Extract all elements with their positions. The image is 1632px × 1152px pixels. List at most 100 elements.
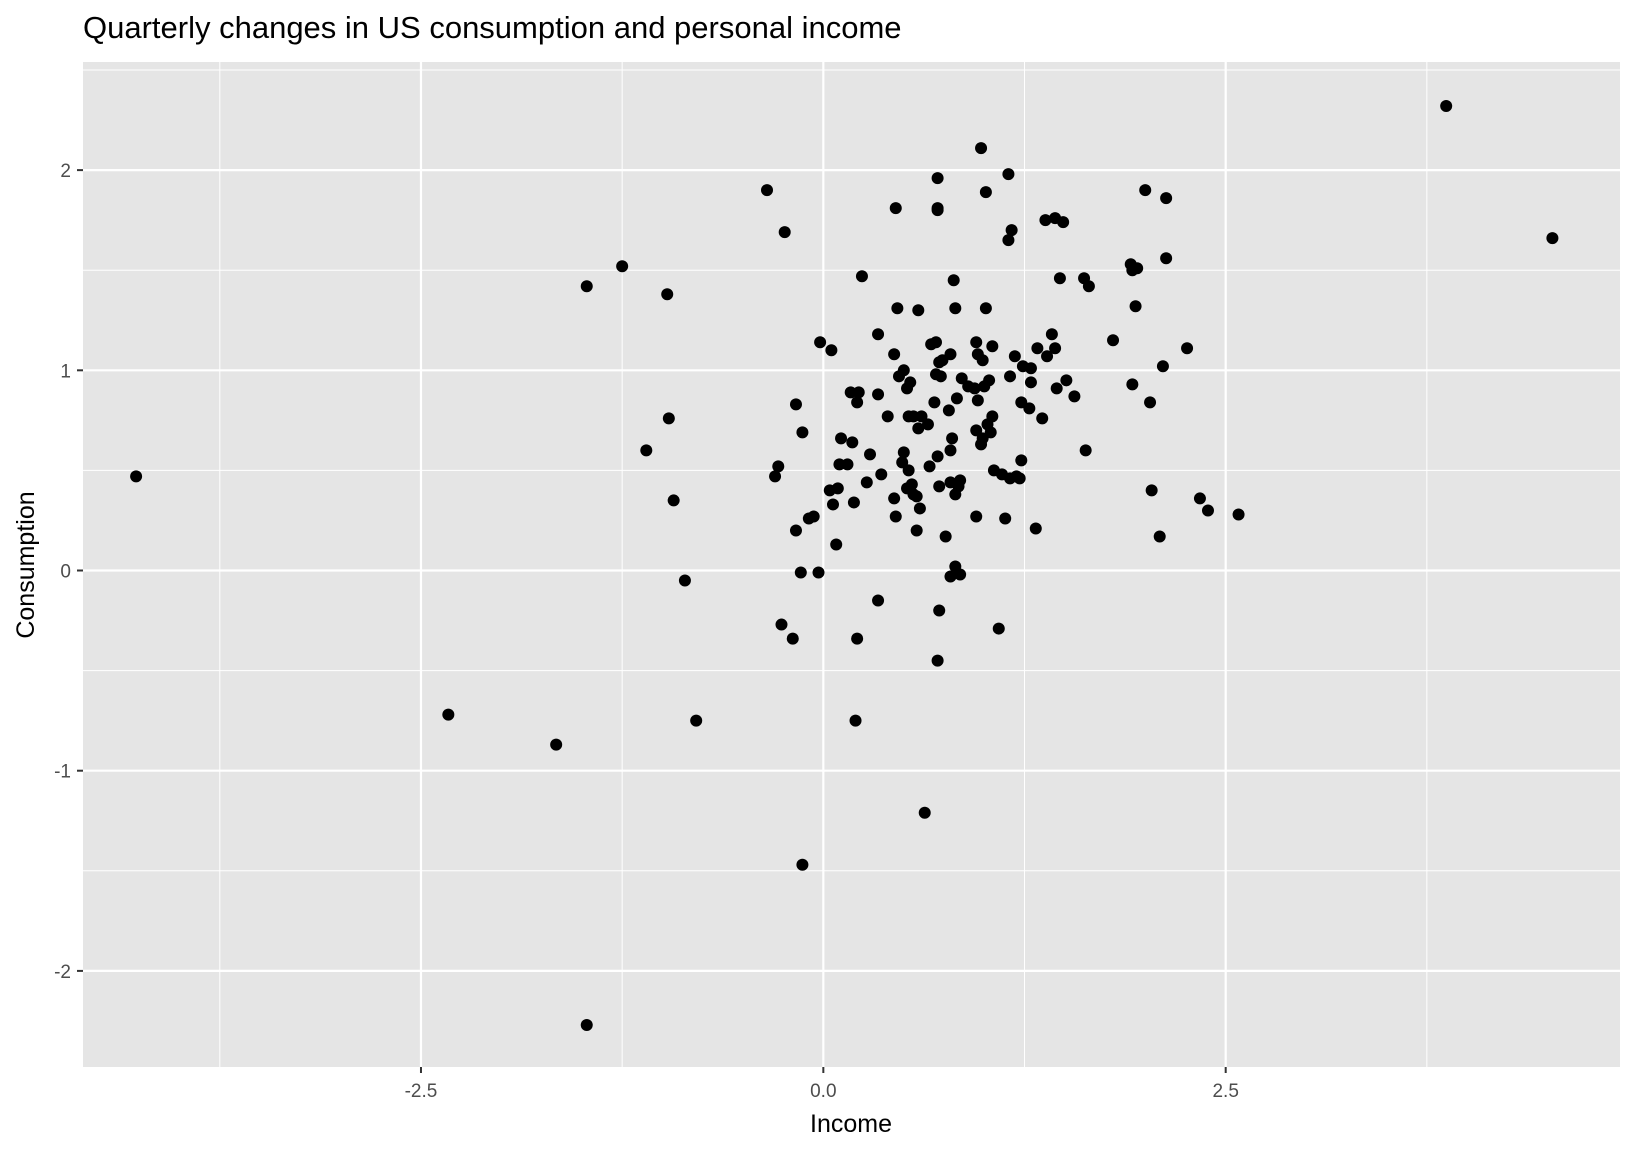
data-point <box>942 404 955 417</box>
data-point <box>1193 492 1206 505</box>
data-point <box>1024 376 1037 389</box>
data-point <box>667 494 680 507</box>
data-point <box>992 622 1005 635</box>
data-point <box>891 302 904 315</box>
data-point <box>1126 378 1139 391</box>
data-point <box>761 184 774 197</box>
data-point <box>814 336 827 349</box>
data-point <box>929 336 942 349</box>
x-tick-label: 2.5 <box>1212 1081 1238 1102</box>
data-point <box>1045 328 1058 341</box>
data-point <box>1013 472 1026 485</box>
data-point <box>796 426 809 439</box>
data-point <box>661 288 674 301</box>
data-point <box>983 374 996 387</box>
data-point <box>1024 362 1037 375</box>
data-point <box>678 574 691 587</box>
data-point <box>872 388 885 401</box>
data-point <box>772 460 785 473</box>
y-axis-title: Consumption <box>12 491 40 638</box>
data-point <box>987 464 1000 477</box>
data-point <box>807 510 820 523</box>
data-point <box>831 482 844 495</box>
data-point <box>1041 350 1054 363</box>
data-point <box>1031 342 1044 355</box>
data-point <box>944 348 957 361</box>
data-point <box>1029 522 1042 535</box>
data-point <box>929 368 942 381</box>
data-point <box>923 460 936 473</box>
data-point <box>944 570 957 583</box>
data-point <box>841 458 854 471</box>
data-point <box>954 474 967 487</box>
data-point <box>1053 272 1066 285</box>
data-point <box>1440 100 1453 113</box>
data-point <box>918 806 931 819</box>
data-point <box>975 142 988 155</box>
data-point <box>931 172 944 185</box>
data-point <box>1201 504 1214 517</box>
data-point <box>1232 508 1245 521</box>
data-point <box>825 344 838 357</box>
data-point <box>872 594 885 607</box>
data-point <box>1131 262 1144 275</box>
data-point <box>550 738 563 751</box>
data-point <box>954 568 967 581</box>
data-point <box>789 524 802 537</box>
y-tick-label: 1 <box>60 361 71 382</box>
data-point <box>928 396 941 409</box>
data-point <box>872 328 885 341</box>
data-point <box>1082 280 1095 293</box>
data-point <box>794 566 807 579</box>
data-point <box>852 386 865 399</box>
data-point <box>130 470 143 483</box>
data-point <box>905 478 918 491</box>
data-point <box>775 618 788 631</box>
data-point <box>1015 454 1028 467</box>
data-point <box>889 202 902 215</box>
data-point <box>1145 484 1158 497</box>
data-point <box>1002 168 1015 181</box>
data-point <box>1050 382 1063 395</box>
data-point <box>986 410 999 423</box>
grid-lines <box>83 62 1620 1067</box>
data-point <box>864 448 877 461</box>
data-point <box>955 372 968 385</box>
data-point <box>616 260 629 273</box>
y-tick-label: -2 <box>54 962 71 983</box>
data-point <box>769 470 782 483</box>
data-point <box>1160 252 1173 265</box>
data-point <box>944 444 957 457</box>
data-point <box>1139 184 1152 197</box>
data-point <box>897 364 910 377</box>
data-point <box>999 512 1012 525</box>
data-point <box>789 398 802 411</box>
data-point <box>979 302 992 315</box>
data-point <box>1144 396 1157 409</box>
data-point <box>778 226 791 239</box>
data-point <box>812 566 825 579</box>
data-point <box>968 382 981 395</box>
data-point <box>851 632 864 645</box>
data-point <box>949 302 962 315</box>
data-point <box>580 280 593 293</box>
data-point <box>855 270 868 283</box>
data-point <box>933 480 946 493</box>
data-point <box>1129 300 1142 313</box>
data-point <box>1023 402 1036 415</box>
data-point <box>979 186 992 199</box>
data-point <box>897 446 910 459</box>
data-point <box>1039 214 1052 227</box>
data-point <box>786 632 799 645</box>
data-point <box>1004 370 1017 383</box>
data-point <box>826 498 839 511</box>
data-point <box>933 604 946 617</box>
y-tick-label: -1 <box>54 762 71 783</box>
data-point <box>1546 232 1559 245</box>
data-point <box>1002 234 1015 247</box>
data-point <box>849 714 862 727</box>
data-point <box>1008 350 1021 363</box>
data-point <box>931 654 944 667</box>
data-points <box>130 100 1559 1031</box>
